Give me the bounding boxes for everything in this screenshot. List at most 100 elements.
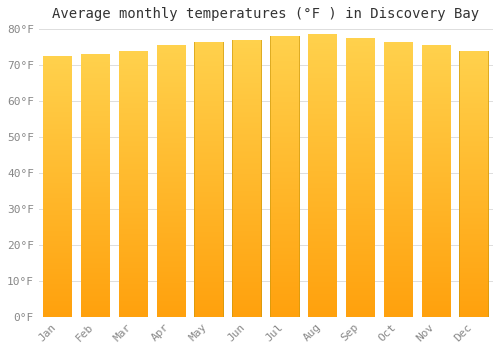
Bar: [460, 142, 489, 144]
Bar: [422, 91, 451, 93]
Bar: [118, 132, 148, 133]
Bar: [43, 256, 72, 257]
Bar: [460, 180, 489, 181]
Bar: [194, 43, 224, 44]
Bar: [422, 67, 451, 68]
Bar: [270, 278, 300, 279]
Bar: [460, 173, 489, 174]
Bar: [308, 273, 338, 274]
Bar: [384, 94, 413, 95]
Bar: [422, 45, 451, 47]
Bar: [270, 162, 300, 164]
Bar: [346, 205, 376, 207]
Bar: [422, 162, 451, 163]
Bar: [43, 201, 72, 202]
Bar: [460, 148, 489, 149]
Bar: [308, 239, 338, 240]
Bar: [43, 310, 72, 312]
Bar: [308, 253, 338, 255]
Bar: [232, 270, 262, 271]
Bar: [156, 148, 186, 150]
Bar: [308, 262, 338, 263]
Bar: [156, 300, 186, 302]
Bar: [156, 158, 186, 159]
Bar: [460, 111, 489, 112]
Bar: [81, 75, 110, 77]
Bar: [118, 157, 148, 159]
Bar: [194, 124, 224, 126]
Bar: [194, 95, 224, 97]
Bar: [43, 155, 72, 156]
Bar: [81, 158, 110, 159]
Bar: [194, 75, 224, 76]
Bar: [156, 192, 186, 193]
Bar: [346, 198, 376, 200]
Bar: [422, 291, 451, 292]
Bar: [118, 149, 148, 150]
Bar: [232, 254, 262, 256]
Bar: [156, 201, 186, 203]
Bar: [422, 262, 451, 264]
Bar: [422, 127, 451, 128]
Bar: [43, 216, 72, 218]
Bar: [422, 139, 451, 140]
Bar: [346, 140, 376, 141]
Bar: [118, 303, 148, 305]
Bar: [308, 152, 338, 153]
Bar: [308, 133, 338, 135]
Bar: [118, 56, 148, 57]
Bar: [156, 167, 186, 169]
Bar: [156, 220, 186, 222]
Bar: [422, 51, 451, 52]
Bar: [43, 63, 72, 64]
Bar: [308, 112, 338, 113]
Bar: [194, 83, 224, 84]
Bar: [270, 46, 300, 48]
Bar: [346, 74, 376, 76]
Bar: [81, 113, 110, 114]
Bar: [232, 207, 262, 209]
Bar: [194, 313, 224, 314]
Bar: [43, 274, 72, 275]
Bar: [81, 297, 110, 299]
Bar: [270, 250, 300, 251]
Bar: [346, 64, 376, 66]
Bar: [270, 193, 300, 195]
Bar: [81, 279, 110, 280]
Bar: [43, 268, 72, 270]
Bar: [194, 132, 224, 134]
Bar: [460, 129, 489, 131]
Bar: [308, 140, 338, 142]
Bar: [156, 90, 186, 91]
Bar: [232, 232, 262, 234]
Bar: [194, 98, 224, 99]
Bar: [118, 97, 148, 99]
Bar: [422, 178, 451, 180]
Bar: [43, 173, 72, 175]
Bar: [308, 299, 338, 300]
Bar: [270, 136, 300, 137]
Bar: [270, 255, 300, 257]
Bar: [308, 135, 338, 136]
Bar: [156, 313, 186, 314]
Bar: [270, 94, 300, 95]
Bar: [270, 307, 300, 308]
Bar: [422, 175, 451, 177]
Bar: [422, 93, 451, 94]
Bar: [308, 77, 338, 78]
Bar: [156, 188, 186, 189]
Bar: [232, 292, 262, 293]
Bar: [422, 89, 451, 90]
Bar: [194, 58, 224, 60]
Bar: [194, 181, 224, 182]
Bar: [346, 91, 376, 92]
Bar: [308, 170, 338, 172]
Bar: [422, 252, 451, 253]
Bar: [384, 154, 413, 156]
Bar: [43, 231, 72, 232]
Bar: [232, 47, 262, 48]
Bar: [232, 120, 262, 121]
Bar: [422, 242, 451, 244]
Bar: [81, 61, 110, 62]
Bar: [346, 253, 376, 254]
